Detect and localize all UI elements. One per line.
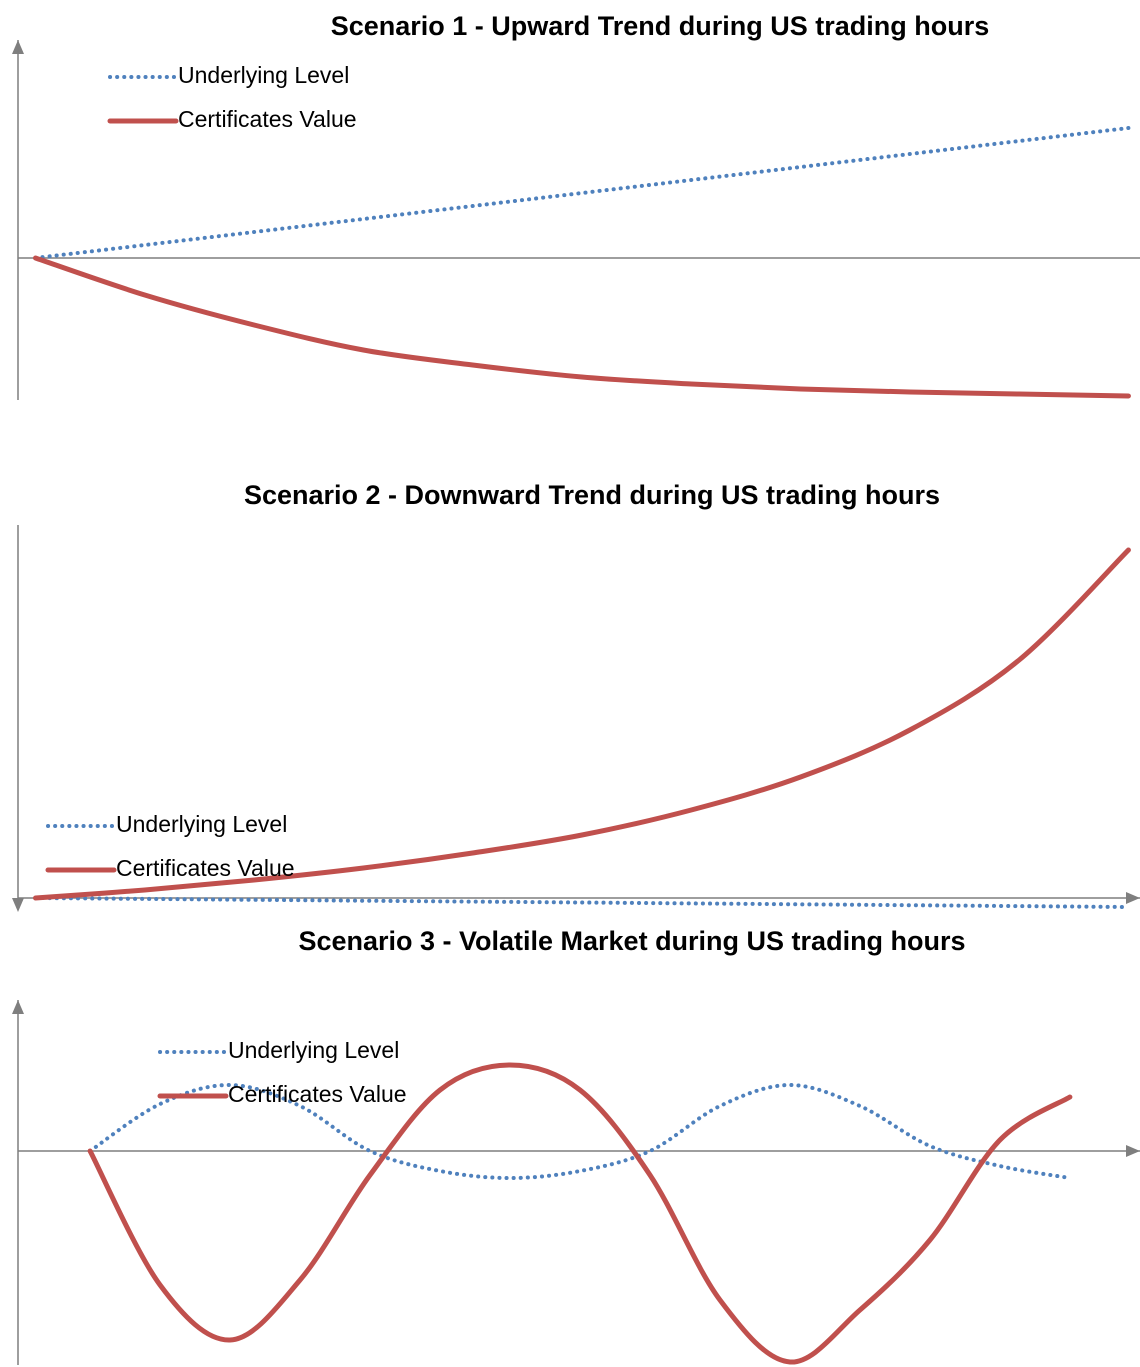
chart-title: Scenario 2 - Downward Trend during US tr… xyxy=(244,480,940,510)
line-series xyxy=(33,126,1131,260)
line-series xyxy=(87,1062,1073,1365)
legend-label: Certificates Value xyxy=(116,855,295,881)
legend-label: Underlying Level xyxy=(178,62,349,88)
legend-label: Certificates Value xyxy=(178,106,357,132)
line-series xyxy=(88,1082,1072,1181)
legend-label: Underlying Level xyxy=(116,811,287,837)
legend-label: Certificates Value xyxy=(228,1081,407,1107)
chart-title: Scenario 3 - Volatile Market during US t… xyxy=(298,926,965,956)
line-series xyxy=(32,255,1131,399)
chart-title: Scenario 1 - Upward Trend during US trad… xyxy=(331,11,990,41)
legend-label: Underlying Level xyxy=(228,1037,399,1063)
line-series xyxy=(32,547,1131,901)
line-series xyxy=(33,896,1131,909)
